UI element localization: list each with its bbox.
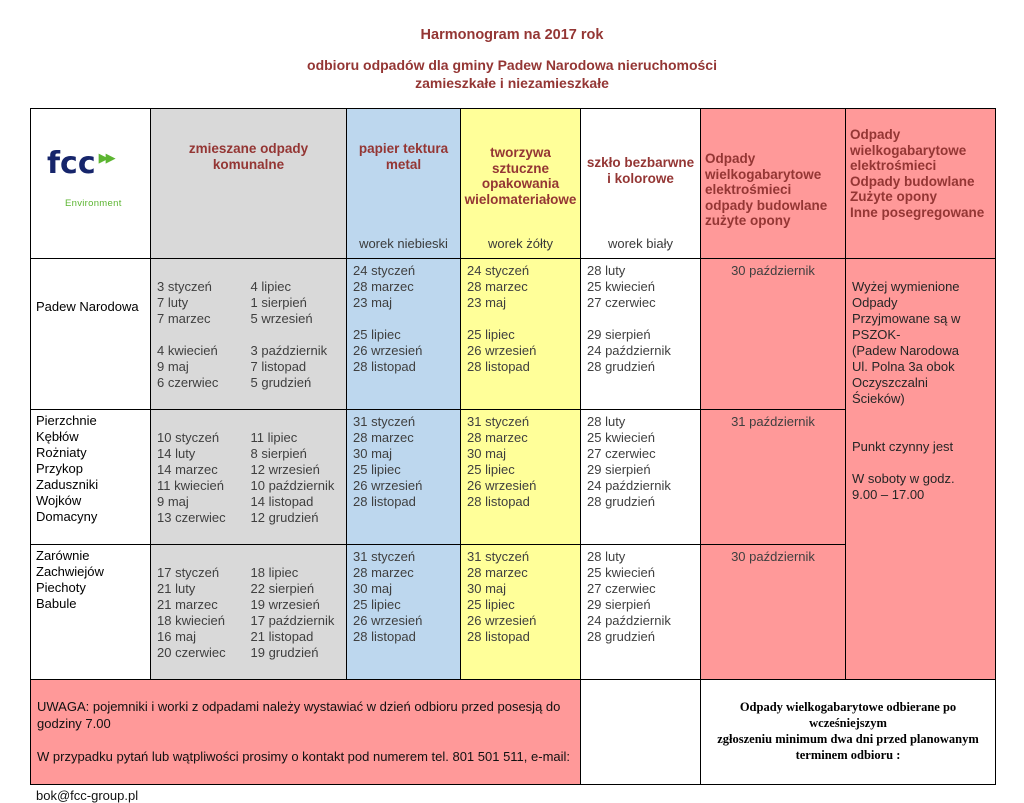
logo-cell: fcc ▶▶ Environment bbox=[30, 108, 151, 259]
dates-papier: 31 styczeń 28 marzec 30 maj 25 lipiec 26… bbox=[346, 544, 461, 680]
pszok-info-cell: Wyżej wymienione Odpady Przyjmowane są w… bbox=[845, 258, 996, 680]
dates-zmieszane: 3 styczeń 7 luty 7 marzec 4 kwiecień 9 m… bbox=[150, 258, 347, 410]
header-cell-pszok: Odpady wielkogabarytowe elektrośmieci Od… bbox=[845, 108, 996, 259]
worek-zolty-label: worek żółty bbox=[487, 236, 554, 251]
dates-papier: 24 styczeń 28 marzec 23 maj 25 lipiec 26… bbox=[346, 258, 461, 410]
empty-cell bbox=[580, 679, 701, 785]
header-cell-tworzywa: tworzywa sztuczne opakowania wielomateri… bbox=[460, 108, 581, 259]
row-zarownie-group: Zarównie Zachwiejów Piechoty Babule 17 s… bbox=[30, 544, 996, 680]
area-label: Zarównie Zachwiejów Piechoty Babule bbox=[30, 544, 151, 680]
header-gabaryty-label: Odpady wielkogabarytowe elektrośmieci od… bbox=[705, 151, 828, 228]
page-title: Harmonogram na 2017 rok bbox=[420, 27, 604, 43]
dates-tworzywa: 31 styczeń 28 marzec 30 maj 25 lipiec 26… bbox=[460, 544, 581, 680]
uwaga-text: UWAGA: pojemniki i worki z odpadami nale… bbox=[37, 699, 571, 764]
dates-szklo: 28 luty 25 kwiecień 27 czerwiec 29 sierp… bbox=[580, 544, 701, 680]
dates-papier: 31 styczeń 28 marzec 30 maj 25 lipiec 26… bbox=[346, 409, 461, 545]
dates-zmieszane: 10 styczeń 14 luty 14 marzec 11 kwiecień… bbox=[150, 409, 347, 545]
header-row: fcc ▶▶ Environment zmieszane odpady komu… bbox=[30, 108, 996, 259]
dates-zmieszane-second-half: 18 lipiec 22 sierpień 19 wrzesień 17 paź… bbox=[250, 565, 335, 660]
header-szklo-label: szkło bezbarwne i kolorowe bbox=[586, 155, 695, 186]
header-tworzywa-label: tworzywa sztuczne opakowania wielomateri… bbox=[464, 145, 577, 207]
dates-szklo: 28 luty 25 kwiecień 27 czerwiec 29 sierp… bbox=[580, 258, 701, 410]
footer-row: UWAGA: pojemniki i worki z odpadami nale… bbox=[30, 679, 996, 785]
dates-zmieszane-second-half: 4 lipiec 1 sierpień 5 wrzesień 3 paździe… bbox=[250, 279, 328, 390]
header-cell-gabaryty: Odpady wielkogabarytowe elektrośmieci od… bbox=[700, 108, 846, 259]
worek-niebieski-label: worek niebieski bbox=[359, 236, 448, 251]
bulky-waste-notice-cell: Odpady wielkogabarytowe odbierane po wcz… bbox=[700, 679, 996, 785]
fcc-logo-arrows-icon: ▶▶ bbox=[98, 150, 116, 165]
contact-email: bok@fcc-group.pl bbox=[36, 788, 139, 803]
dates-zmieszane-first-half: 3 styczeń 7 luty 7 marzec 4 kwiecień 9 m… bbox=[157, 279, 219, 390]
dates-gabaryty: 30 październik bbox=[700, 544, 846, 680]
row-padew-narodowa: Padew Narodowa 3 styczeń 7 luty 7 marzec… bbox=[30, 258, 996, 680]
bulky-waste-notice-text: Odpady wielkogabarytowe odbierane po wcz… bbox=[717, 700, 979, 766]
area-label: Padew Narodowa bbox=[30, 258, 151, 410]
header-cell-papier: papier tektura metal worek niebieski bbox=[346, 108, 461, 259]
header-pszok-label: Odpady wielkogabarytowe elektrośmieci Od… bbox=[850, 127, 985, 220]
header-zmieszane-label: zmieszane odpady komunalne bbox=[188, 141, 309, 172]
dates-szklo: 28 luty 25 kwiecień 27 czerwiec 29 sierp… bbox=[580, 409, 701, 545]
dates-gabaryty: 31 październik bbox=[700, 409, 846, 545]
fcc-logo: fcc ▶▶ Environment bbox=[31, 125, 150, 228]
header-cell-szklo: szkło bezbarwne i kolorowe worek biały bbox=[580, 108, 701, 259]
area-label: Pierzchnie Kębłów Rożniaty Przykop Zadus… bbox=[30, 409, 151, 545]
page-subtitle: odbioru odpadów dla gminy Padew Narodowa… bbox=[307, 57, 717, 91]
dates-zmieszane-first-half: 10 styczeń 14 luty 14 marzec 11 kwiecień… bbox=[157, 430, 226, 525]
dates-gabaryty: 30 październik bbox=[700, 258, 846, 410]
schedule-table: fcc ▶▶ Environment zmieszane odpady komu… bbox=[30, 108, 996, 785]
fcc-logo-tagline: Environment bbox=[65, 198, 122, 209]
worek-bialy-label: worek biały bbox=[607, 236, 674, 251]
dates-zmieszane-second-half: 11 lipiec 8 sierpień 12 wrzesień 10 paźd… bbox=[250, 430, 335, 525]
header-cell-zmieszane: zmieszane odpady komunalne bbox=[150, 108, 347, 259]
dates-tworzywa: 24 styczeń 28 marzec 23 maj 25 lipiec 26… bbox=[460, 258, 581, 410]
dates-tworzywa: 31 styczeń 28 marzec 30 maj 25 lipiec 26… bbox=[460, 409, 581, 545]
dates-zmieszane: 17 styczeń 21 luty 21 marzec 18 kwiecień… bbox=[150, 544, 347, 680]
dates-zmieszane-first-half: 17 styczeń 21 luty 21 marzec 18 kwiecień… bbox=[157, 565, 226, 660]
header-papier-label: papier tektura metal bbox=[358, 141, 449, 172]
fcc-logo-text: fcc bbox=[47, 146, 96, 181]
uwaga-cell: UWAGA: pojemniki i worki z odpadami nale… bbox=[30, 679, 581, 785]
